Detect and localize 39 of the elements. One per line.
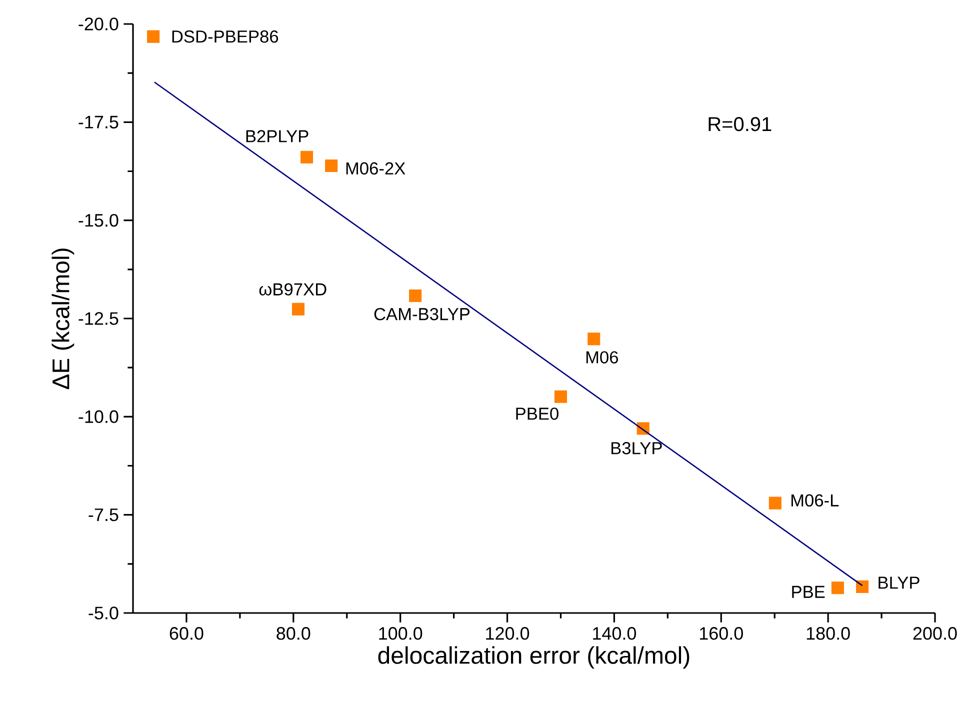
y-tick-label: -12.5 [78, 312, 118, 325]
point [554, 390, 568, 403]
annotation: PBE [792, 586, 825, 598]
point [768, 496, 782, 510]
y-tick-label: -17.5 [78, 116, 118, 128]
point [588, 332, 600, 346]
annotation: M06-2X [346, 162, 406, 175]
annotation: B3LYP [611, 442, 662, 454]
annotation: PBE0 [516, 408, 558, 420]
point [856, 580, 869, 593]
annotation: M06 [586, 351, 618, 364]
x-tick-label: 140.0 [593, 627, 636, 640]
point [292, 302, 304, 316]
x-tick-label: 60.0 [170, 627, 204, 640]
annotation: CAM-B3LYP [374, 308, 470, 320]
y-axis-title: ΔE (kcal/mol) [52, 248, 74, 390]
annotation: ωB97XD [259, 283, 326, 296]
x-tick-label: 200.0 [913, 627, 957, 640]
x-tick-label: 80.0 [276, 627, 310, 640]
point [409, 289, 422, 302]
annotation: DSD-PBEP86 [172, 30, 278, 43]
point [147, 30, 160, 43]
y-tick-label: -15.0 [78, 214, 118, 227]
annotation: R=0.91 [708, 117, 772, 132]
point [831, 582, 844, 594]
annotation: BLYP [878, 576, 920, 589]
y-tick-label: -5.0 [88, 606, 118, 620]
annotation: B2PLYP [246, 130, 308, 142]
x-tick-label: 180.0 [806, 627, 850, 640]
y-tick-label: -10.0 [78, 410, 118, 424]
x-tick-label: 100.0 [379, 627, 422, 640]
y-tick-label: -20.0 [78, 18, 118, 30]
x-tick-label: 160.0 [700, 627, 743, 640]
annotation: M06-L [791, 494, 839, 507]
x-axis-title: delocalization error (kcal/mol) [378, 646, 690, 669]
y-tick-label: -7.5 [88, 508, 118, 522]
point [325, 159, 338, 172]
point [300, 150, 314, 164]
x-tick-label: 120.0 [486, 627, 530, 640]
